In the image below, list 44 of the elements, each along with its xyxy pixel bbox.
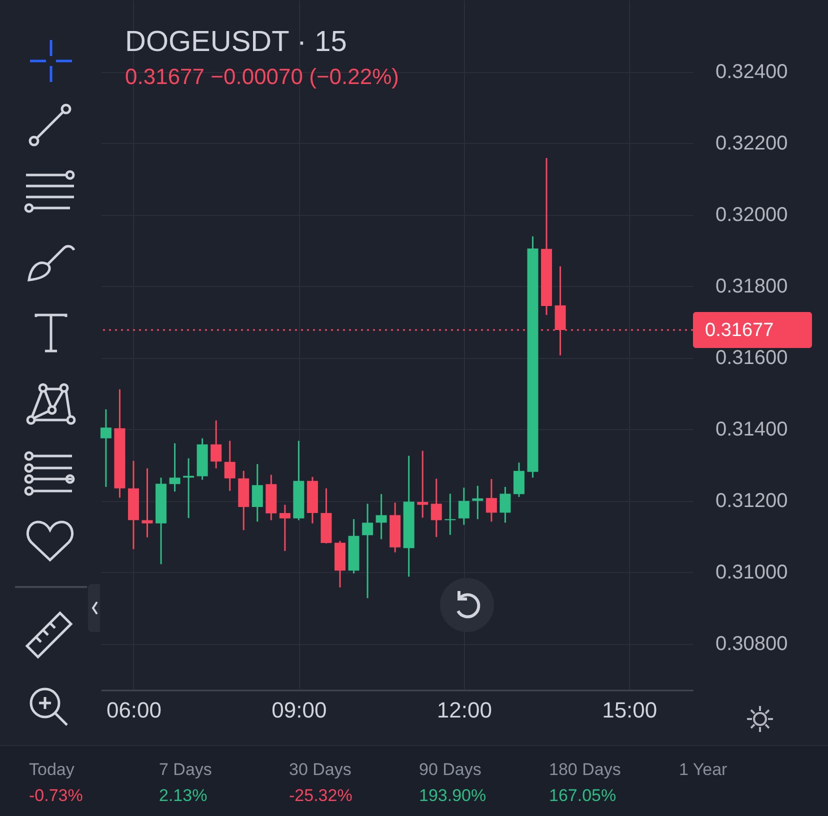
candlestick — [430, 478, 442, 538]
y-tick-label: 0.32000 — [716, 204, 788, 226]
text: Today — [29, 760, 76, 780]
y-tick-label: 0.31200 — [716, 490, 788, 512]
text: 180 Days — [549, 760, 621, 780]
text: -25.32% — [289, 786, 352, 806]
candlestick — [458, 486, 470, 526]
text: 193.90% — [419, 786, 486, 806]
text: DOGEUSDT · 15 — [125, 26, 347, 58]
candlestick — [142, 468, 153, 538]
candlestick — [169, 442, 180, 492]
candlestick — [513, 462, 524, 498]
text: 0.31677 −0.00070 (−0.22%) — [125, 64, 400, 89]
x-tick-label: 06:00 — [106, 698, 162, 722]
y-tick-label: 0.30800 — [716, 633, 788, 656]
y-tick-label: 0.31000 — [716, 562, 788, 584]
text: 1 Year — [679, 760, 728, 780]
text: 167.05% — [549, 786, 618, 806]
candlestick — [444, 492, 456, 536]
y-tick-label: 0.31400 — [716, 418, 788, 441]
y-tick-label: 0.31800 — [716, 276, 788, 298]
candlestick — [224, 440, 236, 492]
y-tick-label: 0.32200 — [716, 132, 788, 155]
x-tick-label: 15:00 — [602, 698, 658, 722]
candlestick — [472, 485, 484, 520]
text: 90 Days — [419, 760, 482, 780]
candlestick — [362, 502, 374, 599]
candlestick — [210, 420, 222, 470]
x-tick-label: 12:00 — [436, 698, 492, 722]
text: 30 Days — [289, 760, 352, 780]
candlestick — [486, 478, 497, 522]
ref-line-label: 0.31677 — [705, 320, 774, 341]
candlestick — [500, 486, 511, 524]
y-tick-label: 0.32400 — [716, 61, 788, 84]
y-tick-label: 0.31600 — [716, 347, 788, 370]
candlestick — [376, 493, 387, 540]
candlestick — [100, 408, 112, 488]
x-tick-label: 09:00 — [272, 698, 327, 722]
text: -0.73% — [29, 786, 83, 806]
text: 7 Days — [159, 760, 212, 780]
candlestick — [252, 463, 263, 522]
text: 2.13% — [159, 786, 208, 806]
candlestick — [279, 504, 290, 552]
candlestick — [417, 450, 428, 518]
